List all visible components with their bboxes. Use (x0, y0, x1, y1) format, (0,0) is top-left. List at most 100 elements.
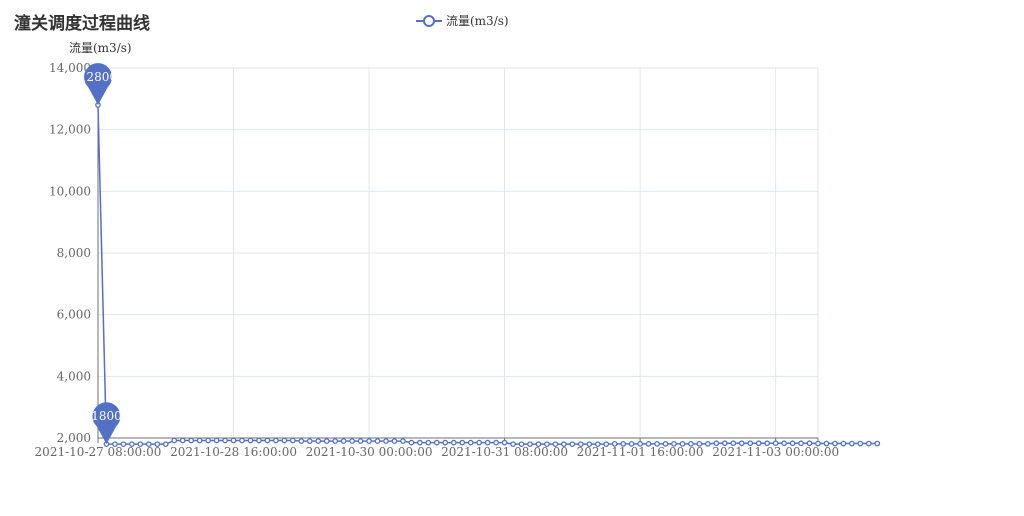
data-point (738, 440, 745, 447)
marker-pin-label: 1800 (91, 409, 122, 423)
data-point (730, 440, 737, 447)
data-point (806, 440, 813, 447)
data-point (162, 441, 169, 448)
data-point (408, 439, 415, 446)
y-tick-label: 6,000 (57, 308, 91, 322)
x-tick-label: 2021-11-01 16:00:00 (577, 445, 704, 459)
data-point (145, 441, 152, 448)
data-point (230, 437, 237, 444)
data-point (688, 441, 694, 447)
data-point (535, 441, 542, 448)
data-point (798, 440, 804, 447)
data-point (586, 441, 593, 448)
legend[interactable]: 流量(m3/s) (416, 12, 509, 29)
data-point (501, 439, 508, 446)
marker-pin: 12800 (79, 63, 117, 105)
y-tick-label: 2,000 (57, 431, 91, 445)
data-points (95, 102, 881, 448)
data-point (747, 440, 754, 447)
data-point (679, 441, 686, 447)
data-point (264, 437, 271, 444)
y-axis-label: 流量(m3/s) (69, 41, 132, 55)
data-point (332, 438, 339, 444)
data-point (442, 439, 449, 446)
data-point (256, 437, 262, 444)
data-point (874, 440, 881, 447)
data-point (450, 439, 457, 446)
data-point (383, 438, 389, 444)
y-tick-label: 12,000 (49, 123, 91, 137)
data-point (865, 440, 872, 447)
data-point (425, 439, 432, 446)
data-point (222, 437, 228, 444)
x-tick-label: 2021-10-31 08:00:00 (441, 445, 568, 459)
data-point (569, 441, 576, 448)
data-point (764, 440, 771, 447)
data-point (391, 438, 398, 444)
data-point (315, 438, 322, 444)
data-point (349, 438, 355, 444)
grid (98, 67, 819, 439)
data-point (527, 441, 533, 448)
data-point (645, 441, 652, 447)
y-tick-label: 4,000 (57, 369, 91, 383)
data-point (273, 437, 279, 444)
legend-line-icon (416, 14, 442, 27)
data-point (662, 441, 669, 447)
data-point (213, 437, 220, 444)
data-point (357, 438, 364, 444)
data-point (476, 439, 483, 446)
series-line (97, 104, 878, 445)
data-point (840, 440, 847, 447)
data-point (188, 437, 195, 444)
x-tick-label: 2021-10-27 08:00:00 (35, 445, 162, 459)
data-point (137, 441, 144, 448)
data-point (179, 437, 186, 444)
y-tick-label: 10,000 (49, 184, 91, 198)
data-point (400, 438, 406, 444)
data-point (705, 441, 711, 447)
x-tick-label: 2021-10-28 16:00:00 (170, 445, 297, 459)
data-point (620, 441, 627, 447)
data-point (628, 441, 635, 447)
markers: 12800 1800 (79, 63, 122, 445)
data-point (433, 439, 440, 446)
data-point (196, 437, 203, 444)
data-point (467, 439, 474, 446)
data-point (849, 440, 855, 447)
data-point (603, 441, 610, 448)
data-point (696, 441, 703, 447)
data-point (459, 439, 466, 446)
data-point (552, 441, 559, 448)
marker-pin: 1800 (91, 402, 122, 445)
data-point (374, 438, 381, 444)
data-point (129, 441, 135, 448)
data-point (577, 441, 584, 448)
data-point (611, 441, 618, 447)
axes: 14,00012,00010,0008,0006,0004,0002,00020… (35, 61, 840, 459)
data-point (112, 441, 118, 448)
data-point (823, 440, 830, 447)
data-point (366, 438, 372, 444)
data-point (857, 440, 864, 447)
data-point (789, 440, 796, 447)
data-point (544, 441, 550, 448)
x-tick-label: 2021-11-03 00:00:00 (712, 445, 839, 459)
series-line-path (97, 104, 878, 445)
y-tick-label: 8,000 (57, 246, 91, 260)
data-point (518, 441, 525, 448)
data-point (298, 438, 305, 444)
data-point (120, 441, 127, 448)
chart-title: 潼关调度过程曲线 (14, 14, 150, 34)
data-point (205, 437, 211, 444)
data-point (713, 440, 720, 447)
data-point (594, 441, 601, 448)
data-point (171, 437, 178, 444)
data-point (281, 437, 288, 444)
data-point (484, 439, 491, 446)
marker-pin-label: 12800 (79, 70, 117, 84)
data-point (154, 441, 161, 448)
data-point (832, 440, 838, 447)
y-tick-label: 14,000 (49, 61, 91, 75)
